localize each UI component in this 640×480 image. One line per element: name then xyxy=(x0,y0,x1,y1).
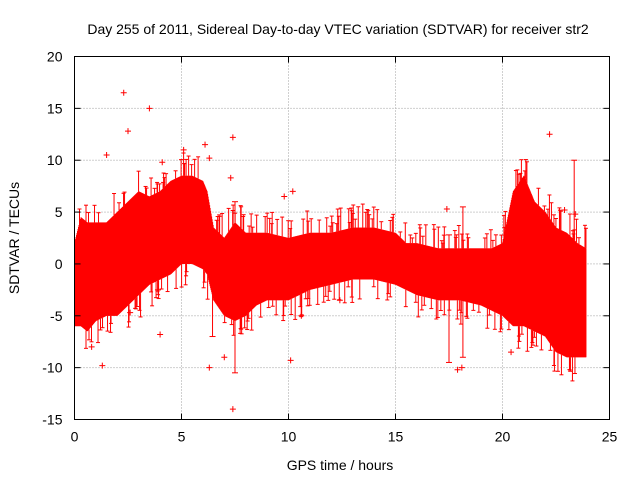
outlier-point xyxy=(99,362,106,369)
outlier-point xyxy=(561,206,568,213)
y-tick-label: 20 xyxy=(47,49,63,65)
y-tick-label: 10 xyxy=(47,152,63,168)
tick-labels: 0 5 10 15 20 25 -15 -10 -5 0 5 10 15 20 xyxy=(42,49,617,445)
outlier-point xyxy=(336,297,343,304)
outlier-point xyxy=(458,364,465,371)
outlier-point xyxy=(157,331,164,338)
y-axis-label: SDTVAR / TECUs xyxy=(6,182,22,294)
y-tick-label: 15 xyxy=(47,100,63,116)
outlier-point xyxy=(206,364,213,371)
x-axis-label: GPS time / hours xyxy=(287,457,394,473)
plot-frame xyxy=(74,56,610,420)
outlier-point xyxy=(572,211,579,218)
outlier-point xyxy=(229,134,236,141)
outlier-point xyxy=(281,193,288,200)
outlier-point xyxy=(125,128,131,135)
ticks xyxy=(74,56,610,420)
x-tick-label: 20 xyxy=(495,429,511,445)
outlier-point xyxy=(180,146,187,153)
x-tick-label: 15 xyxy=(388,429,404,445)
outlier-point xyxy=(159,159,166,166)
outlier-point xyxy=(227,174,234,181)
outlier-point xyxy=(287,357,294,364)
y-tick-label: 0 xyxy=(55,256,63,272)
y-tick-label: -10 xyxy=(42,360,62,376)
x-tick-label: 0 xyxy=(71,429,79,445)
x-tick-label: 25 xyxy=(602,429,618,445)
outlier-point xyxy=(154,286,161,293)
outlier-point xyxy=(127,309,134,316)
outlier-point xyxy=(120,89,127,96)
outlier-point xyxy=(443,205,450,212)
outlier-point xyxy=(454,366,461,373)
outlier-point xyxy=(289,188,296,195)
outlier-point xyxy=(202,141,209,148)
x-tick-label: 10 xyxy=(281,429,297,445)
x-tick-label: 5 xyxy=(178,429,186,445)
outlier-point xyxy=(221,354,228,361)
outlier-point xyxy=(206,155,213,162)
outlier-point xyxy=(103,152,110,159)
outlier-point xyxy=(298,312,305,319)
chart-title: Day 255 of 2011, Sidereal Day-to-day VTE… xyxy=(87,21,589,37)
data-layer xyxy=(74,89,588,413)
outlier-point xyxy=(88,343,95,350)
outlier-point xyxy=(146,105,153,112)
y-tick-label: -15 xyxy=(42,412,62,428)
outlier-point xyxy=(546,131,553,138)
outlier-point xyxy=(229,406,236,413)
outlier-point xyxy=(508,349,515,356)
y-tick-label: -5 xyxy=(50,308,63,324)
y-tick-label: 5 xyxy=(55,204,63,220)
